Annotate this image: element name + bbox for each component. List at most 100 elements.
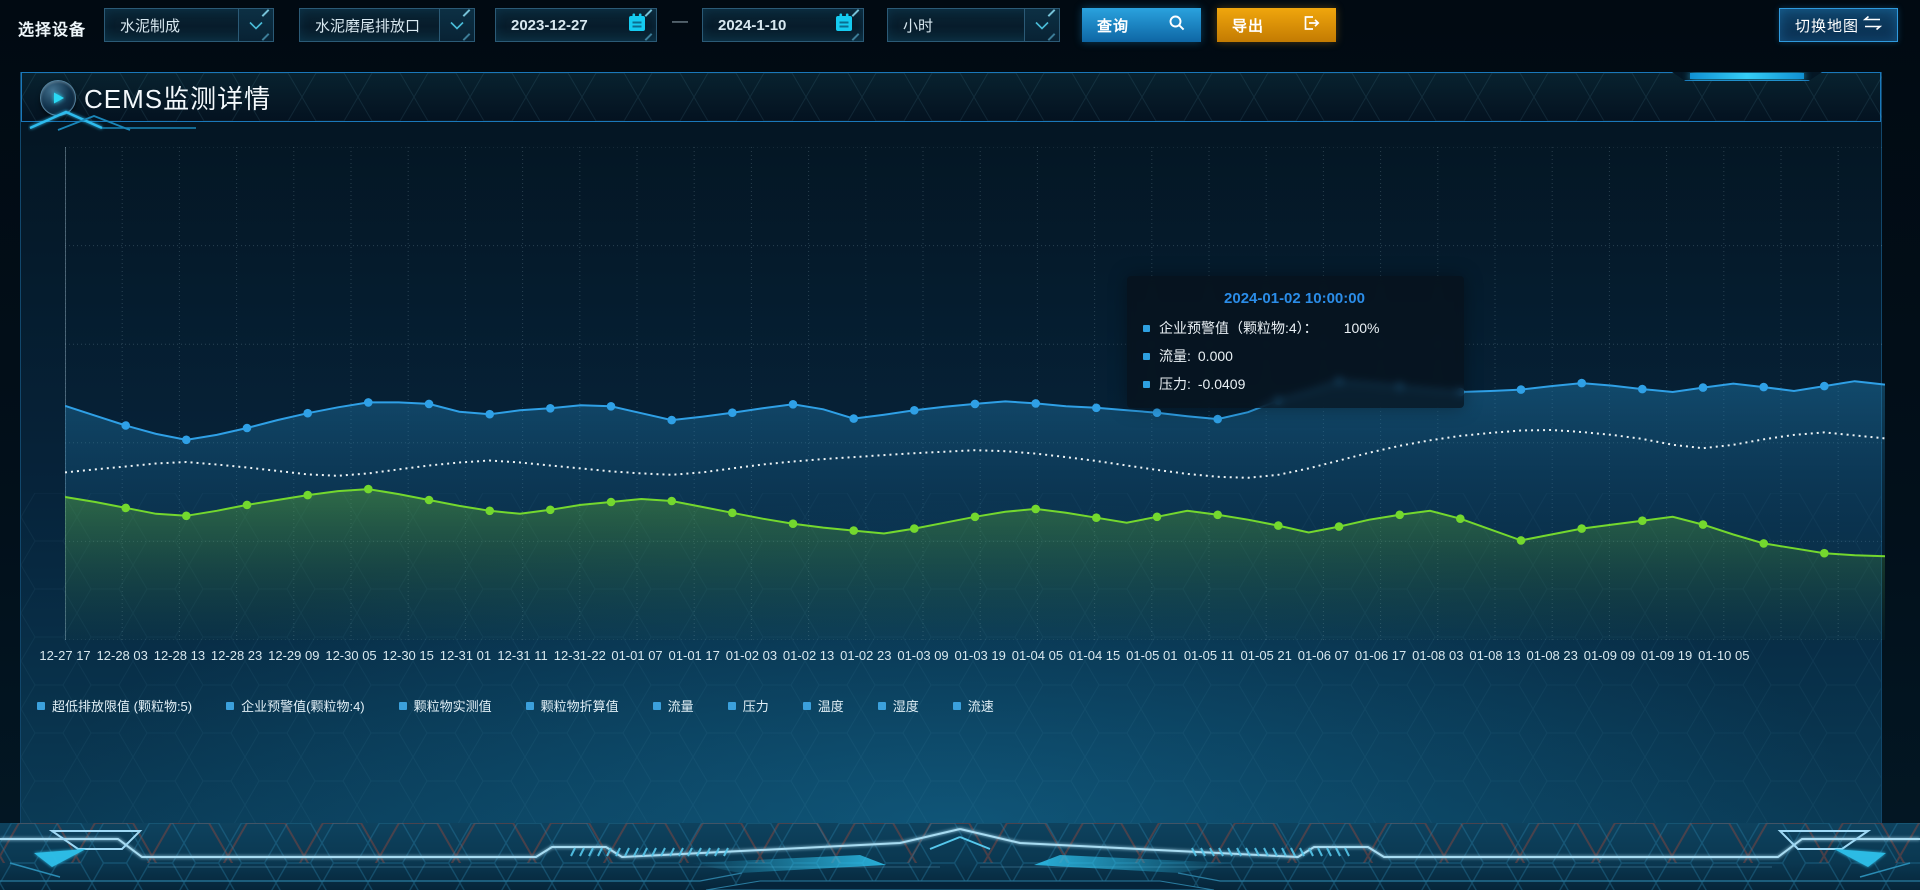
tooltip-row: 流量: 0.000: [1143, 346, 1446, 366]
legend-marker-icon: [37, 701, 45, 710]
legend-item[interactable]: 颗粒物折算值: [525, 696, 619, 715]
legend-marker-icon: [877, 701, 886, 710]
header-accent-bar: [1672, 72, 1822, 81]
bottom-decoration: [0, 823, 1920, 890]
x-axis-label: 01-02 23: [840, 648, 892, 663]
switch-map-label: 切换地图: [1795, 17, 1860, 35]
legend-marker-icon: [525, 701, 534, 710]
tooltip-title: 2024-01-02 10:00:00: [1224, 290, 1365, 307]
x-axis-label: 01-06 07: [1297, 648, 1350, 663]
chart-legend: 超低排放限值 (颗粒物:5) 企业预警值(颗粒物:4) 颗粒物实测值 颗粒物折算值 流量…: [37, 696, 994, 715]
export-button-label: 导出: [1232, 17, 1265, 35]
legend-marker-icon: [226, 701, 235, 710]
legend-item[interactable]: 颗粒物实测值: [398, 696, 492, 715]
x-axis-labels: 12-27 17 12-28 03 12-28 13 12-28 23 12-29 09…: [0, 648, 1920, 668]
series-markers-measured: [121, 484, 1829, 558]
x-axis-label: 12-27 17: [39, 648, 91, 663]
series-line-limit: [65, 428, 1885, 479]
search-icon: [1168, 14, 1186, 36]
legend-marker-icon: [652, 701, 661, 710]
calendar-icon: [833, 12, 855, 38]
legend-label: 压力: [742, 699, 769, 714]
legend-label: 流速: [967, 699, 994, 714]
legend-label: 颗粒物实测值: [413, 699, 492, 714]
legend-label: 湿度: [892, 699, 919, 714]
legend-item[interactable]: 湿度: [877, 696, 919, 715]
legend-item[interactable]: 压力: [727, 696, 769, 715]
play-icon[interactable]: [40, 80, 76, 116]
chevron-down-icon: [1024, 9, 1059, 41]
x-axis-label: 01-05 21: [1240, 648, 1292, 663]
tooltip-series-marker-icon: [1143, 352, 1150, 360]
query-button[interactable]: 查询: [1082, 8, 1201, 42]
device-outlet-select[interactable]: 水泥磨尾排放口: [299, 8, 475, 42]
x-axis-label: 01-03 19: [954, 648, 1006, 663]
panel-header: CEMS监测详情: [21, 72, 1882, 131]
switch-map-button[interactable]: 切换地图: [1779, 8, 1898, 42]
device-category-select[interactable]: 水泥制成: [104, 8, 274, 42]
x-axis-label: 12-30 15: [382, 648, 434, 663]
x-axis-label: 01-01 17: [668, 648, 720, 663]
granularity-select[interactable]: 小时: [887, 8, 1060, 42]
x-axis-label: 12-28 23: [210, 648, 263, 663]
x-axis-label: 01-06 17: [1354, 648, 1407, 663]
x-axis-label: 12-29 09: [268, 648, 320, 663]
x-axis-label: 01-05 11: [1183, 648, 1235, 663]
device-outlet-value: 水泥磨尾排放口: [315, 17, 421, 35]
x-axis-label: 01-01 07: [611, 648, 663, 663]
legend-item[interactable]: 企业预警值(颗粒物:4): [226, 696, 365, 715]
x-axis-label: 01-09 09: [1583, 648, 1636, 663]
x-axis-label: 01-02 03: [725, 648, 778, 663]
legend-item[interactable]: 温度: [802, 696, 844, 715]
swap-arrows-icon: [1862, 15, 1883, 35]
legend-marker-icon: [952, 701, 961, 710]
legend-marker-icon: [802, 701, 811, 710]
x-axis-label: 12-31-22: [553, 648, 606, 663]
tooltip-row: 企业预警值（颗粒物:4）： 100%: [1143, 318, 1446, 338]
granularity-value: 小时: [903, 17, 934, 35]
x-axis-label: 01-08 03: [1412, 648, 1464, 663]
end-date-input[interactable]: 2024-1-10: [702, 8, 864, 42]
x-axis-label: 12-30 05: [325, 648, 377, 663]
device-select-label: 选择设备: [18, 22, 87, 39]
header-hex-texture: [22, 73, 1882, 121]
chart-tooltip: 2024-01-02 10:00:00 企业预警值（颗粒物:4）： 100% 流量:…: [1127, 276, 1464, 408]
tooltip-series-marker-icon: [1143, 380, 1150, 388]
chart-plot[interactable]: [65, 147, 1885, 640]
export-icon: [1302, 14, 1321, 36]
tooltip-value: -0.0409: [1197, 376, 1246, 392]
legend-marker-icon: [398, 701, 407, 710]
start-date-value: 2023-12-27: [511, 16, 588, 34]
export-button[interactable]: 导出: [1217, 8, 1336, 42]
end-date-value: 2024-1-10: [718, 16, 787, 34]
x-axis-label: 01-04 15: [1068, 648, 1121, 663]
legend-item[interactable]: 超低排放限值 (颗粒物:5): [37, 696, 192, 715]
header-zigzag-decoration: [29, 110, 196, 131]
x-axis-label: 01-05 01: [1126, 648, 1178, 663]
x-axis-label: 01-02 13: [782, 648, 835, 663]
chevron-down-icon: [238, 9, 273, 41]
tooltip-series-marker-icon: [1143, 324, 1150, 332]
toolbar: 选择设备 水泥制成 水泥磨尾排放口 2023-12-27: [0, 0, 1920, 50]
start-date-input[interactable]: 2023-12-27: [495, 8, 657, 42]
legend-label: 温度: [817, 699, 844, 714]
legend-item[interactable]: 流速: [952, 696, 994, 715]
series-area-measured: [65, 489, 1885, 640]
x-axis-label: 12-31 01: [439, 648, 492, 663]
query-button-label: 查询: [1097, 17, 1130, 35]
tooltip-row: 压力: -0.0409: [1143, 374, 1446, 394]
chevron-down-icon: [439, 9, 474, 41]
tooltip-value: 0.000: [1197, 348, 1233, 364]
legend-item[interactable]: 流量: [652, 696, 694, 715]
legend-label: 超低排放限值 (颗粒物:5): [52, 699, 193, 714]
legend-label: 流量: [667, 699, 694, 714]
x-axis-label: 01-10 05: [1698, 648, 1750, 663]
date-range-separator: —: [672, 13, 688, 30]
x-axis-label: 01-08 13: [1469, 648, 1521, 663]
x-axis-label: 12-28 03: [96, 648, 148, 663]
tooltip-label: 流量:: [1159, 348, 1191, 364]
x-axis-label: 12-31 11: [497, 648, 548, 663]
tooltip-label: 压力:: [1159, 376, 1191, 392]
x-axis-label: 01-08 23: [1526, 648, 1578, 663]
